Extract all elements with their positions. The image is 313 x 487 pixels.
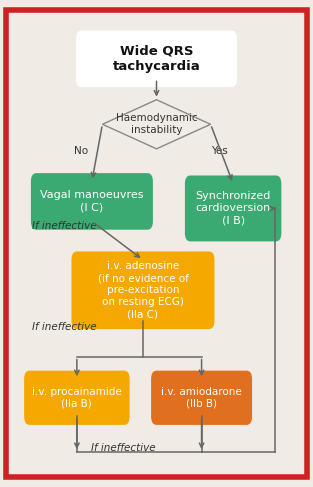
Text: i.v. procainamide
(IIa B): i.v. procainamide (IIa B) xyxy=(32,387,122,409)
Text: Synchronized
cardioversion
(I B): Synchronized cardioversion (I B) xyxy=(195,191,271,225)
Text: Wide QRS
tachycardia: Wide QRS tachycardia xyxy=(113,45,200,73)
Text: Yes: Yes xyxy=(211,147,227,156)
Text: i.v. amiodarone
(IIb B): i.v. amiodarone (IIb B) xyxy=(161,387,242,409)
Text: If ineffective: If ineffective xyxy=(32,221,96,231)
Text: If ineffective: If ineffective xyxy=(32,322,96,332)
Text: Vagal manoeuvres
(I C): Vagal manoeuvres (I C) xyxy=(40,190,144,212)
FancyBboxPatch shape xyxy=(185,175,281,242)
Polygon shape xyxy=(102,100,211,149)
Text: Haemodynamic
instability: Haemodynamic instability xyxy=(116,113,197,135)
Text: No: No xyxy=(74,147,88,156)
FancyBboxPatch shape xyxy=(31,173,153,230)
FancyBboxPatch shape xyxy=(151,371,252,425)
Text: i.v. adenosine
(if no evidence of
pre-excitation
on resting ECG)
(IIa C): i.v. adenosine (if no evidence of pre-ex… xyxy=(98,261,188,319)
FancyBboxPatch shape xyxy=(71,251,214,329)
Text: If ineffective: If ineffective xyxy=(91,443,156,453)
FancyBboxPatch shape xyxy=(24,371,130,425)
FancyBboxPatch shape xyxy=(76,31,237,87)
